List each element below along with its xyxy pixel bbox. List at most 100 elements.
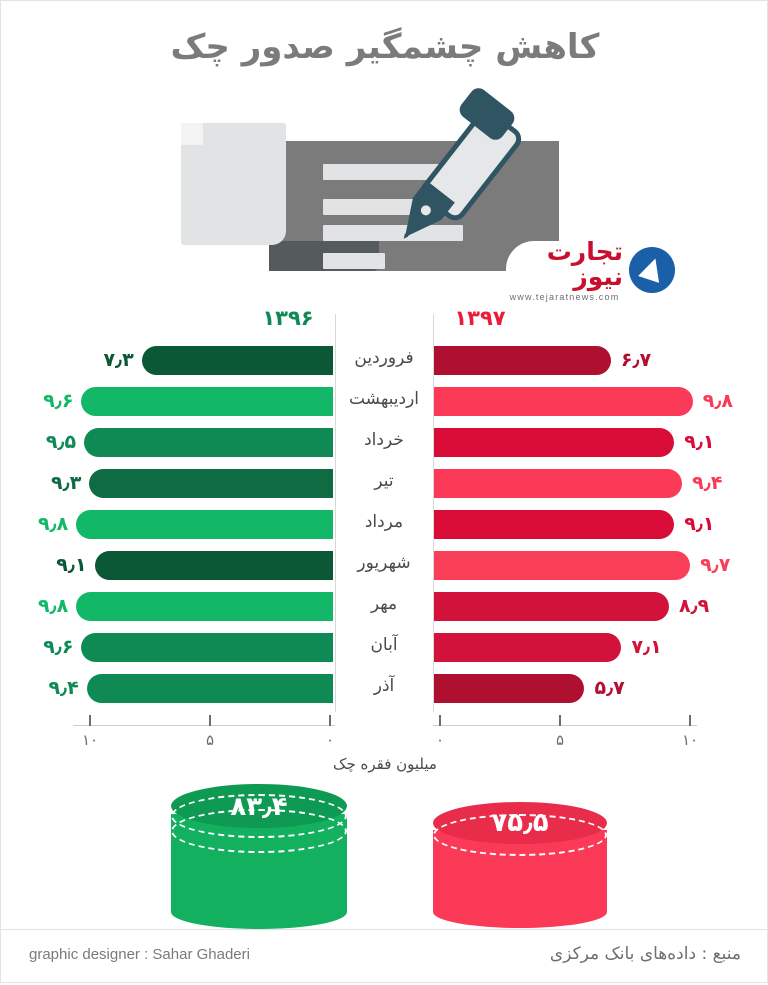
axis-tick-label: ۱۰ <box>681 731 699 749</box>
bar-1396 <box>81 387 333 416</box>
axis-caption: میلیون فقره چک <box>333 755 437 773</box>
footer: منبع : داده‌های بانک مرکزی graphic desig… <box>1 929 768 985</box>
chart-row: ۹٫۶ اردیبهشت ۹٫۸ <box>1 381 768 422</box>
bar-1397 <box>434 674 585 703</box>
chart-rows: ۷٫۳ فروردین ۶٫۷ ۹٫۶ اردیبهشت ۹٫۸ ۹٫۵ خرداد ۹٫۱ ۹٫… <box>1 340 768 709</box>
chart-row: ۹٫۶ آبان ۷٫۱ <box>1 627 768 668</box>
axis-tick-label: ۵ <box>205 731 215 749</box>
bar-right-container: ۹٫۱ <box>434 510 768 539</box>
designer-credit: graphic designer : Sahar Ghaderi <box>29 946 250 963</box>
month-label: شهریور <box>357 553 411 573</box>
bar-value-1396: ۹٫۴ <box>48 677 79 699</box>
month-label: خرداد <box>364 430 404 450</box>
total-cylinder-1397: ۷۵٫۵ <box>433 802 607 928</box>
logo-mark-icon <box>629 247 675 293</box>
fountain-pen-icon <box>403 84 533 266</box>
legend-year-1396: ۱۳۹۶ <box>262 306 314 330</box>
chart-row: ۹٫۳ تیر ۹٫۴ <box>1 463 768 504</box>
axis-tick <box>689 715 691 726</box>
page-title: کاهش چشمگیر صدور چک <box>170 27 600 67</box>
bar-1397 <box>434 387 693 416</box>
bar-value-1396: ۷٫۳ <box>103 349 134 371</box>
chart-row: ۹٫۱ شهریور ۹٫۷ <box>1 545 768 586</box>
cylinder-bottom-1397 <box>433 896 607 928</box>
chart-axis: ۱۰ ۵ ۰ ۰ ۵ ۱۰ میلیون فقره چک <box>1 711 768 777</box>
axis-tick <box>559 715 561 726</box>
bar-right-container: ۹٫۸ <box>434 387 768 416</box>
chart-separator-right <box>433 314 434 712</box>
logo-text-group: تجارت نیوز www.tejaratnews.com <box>506 239 623 302</box>
bar-value-1396: ۹٫۶ <box>43 390 74 412</box>
bar-1396 <box>76 510 333 539</box>
bar-1396 <box>141 346 333 375</box>
pen-nib-shape <box>386 177 459 253</box>
axis-tick-label: ۱۰ <box>81 731 99 749</box>
month-label: مرداد <box>364 512 404 532</box>
bar-value-1397: ۹٫۴ <box>692 472 723 494</box>
check-line-1 <box>323 164 441 180</box>
bar-left-container: ۹٫۳ <box>1 469 335 498</box>
bar-1396 <box>76 592 333 621</box>
chart-row: ۹٫۵ خرداد ۹٫۱ <box>1 422 768 463</box>
check-with-pen-icon <box>171 84 601 301</box>
month-label: تیر <box>374 471 394 491</box>
bar-value-1396: ۹٫۸ <box>37 513 69 535</box>
bar-left-container: ۹٫۸ <box>1 510 335 539</box>
bar-value-1396: ۹٫۳ <box>51 472 82 494</box>
tejarat-news-logo[interactable]: تجارت نیوز www.tejaratnews.com <box>506 239 681 302</box>
bar-value-1397: ۷٫۱ <box>631 636 662 658</box>
bar-1396 <box>84 428 333 457</box>
logo-brand-name: تجارت نیوز <box>546 236 623 291</box>
bar-value-1396: ۹٫۱ <box>56 554 87 576</box>
bar-value-1396: ۹٫۸ <box>37 595 69 617</box>
bar-1397 <box>434 469 683 498</box>
bar-left-container: ۹٫۱ <box>1 551 335 580</box>
cylinder-dash-1396-b <box>171 809 347 853</box>
bar-value-1397: ۶٫۷ <box>620 349 652 371</box>
check-fold-shape <box>181 123 203 145</box>
check-line-4 <box>323 253 385 269</box>
bar-right-container: ۹٫۴ <box>434 469 768 498</box>
total-value-1396: ۸۳٫۴ <box>230 792 288 822</box>
bar-right-container: ۶٫۷ <box>434 346 768 375</box>
chart-row: ۹٫۸ مرداد ۹٫۱ <box>1 504 768 545</box>
bar-value-1397: ۹٫۱ <box>684 431 715 453</box>
total-value-1397: ۷۵٫۵ <box>491 808 549 838</box>
bar-right-container: ۷٫۱ <box>434 633 768 662</box>
bar-left-container: ۷٫۳ <box>1 346 335 375</box>
month-label: اردیبهشت <box>348 389 420 409</box>
axis-tick-label: ۰ <box>435 731 445 749</box>
bar-1397 <box>434 346 611 375</box>
bar-1397 <box>434 633 622 662</box>
bar-1396 <box>86 674 333 703</box>
axis-tick <box>89 715 91 726</box>
axis-tick <box>439 715 441 726</box>
bar-right-container: ۹٫۷ <box>434 551 768 580</box>
bar-right-container: ۹٫۱ <box>434 428 768 457</box>
month-label: آذر <box>373 676 395 696</box>
chart-row: ۹٫۸ مهر ۸٫۹ <box>1 586 768 627</box>
logo-url: www.tejaratnews.com <box>509 291 620 302</box>
bar-value-1396: ۹٫۵ <box>45 431 77 453</box>
bar-value-1397: ۵٫۷ <box>594 677 625 699</box>
check-line-3 <box>323 225 463 241</box>
month-label: فروردین <box>354 348 414 368</box>
bar-right-container: ۵٫۷ <box>434 674 768 703</box>
bar-right-container: ۸٫۹ <box>434 592 768 621</box>
bar-value-1397: ۹٫۱ <box>684 513 715 535</box>
bar-value-1397: ۹٫۷ <box>700 554 731 576</box>
cylinder-dash-1397-a <box>433 814 607 856</box>
axis-tick-label: ۰ <box>325 731 335 749</box>
month-label: مهر <box>370 594 398 614</box>
bar-left-container: ۹٫۶ <box>1 633 335 662</box>
chart-row: ۷٫۳ فروردین ۶٫۷ <box>1 340 768 381</box>
axis-tick <box>209 715 211 726</box>
source-text: منبع : داده‌های بانک مرکزی <box>549 944 741 964</box>
bar-1397 <box>434 510 675 539</box>
axis-line-left <box>73 725 335 726</box>
bar-left-container: ۹٫۸ <box>1 592 335 621</box>
bar-1397 <box>434 551 691 580</box>
month-label: آبان <box>370 635 398 655</box>
axis-line-right <box>433 725 697 726</box>
